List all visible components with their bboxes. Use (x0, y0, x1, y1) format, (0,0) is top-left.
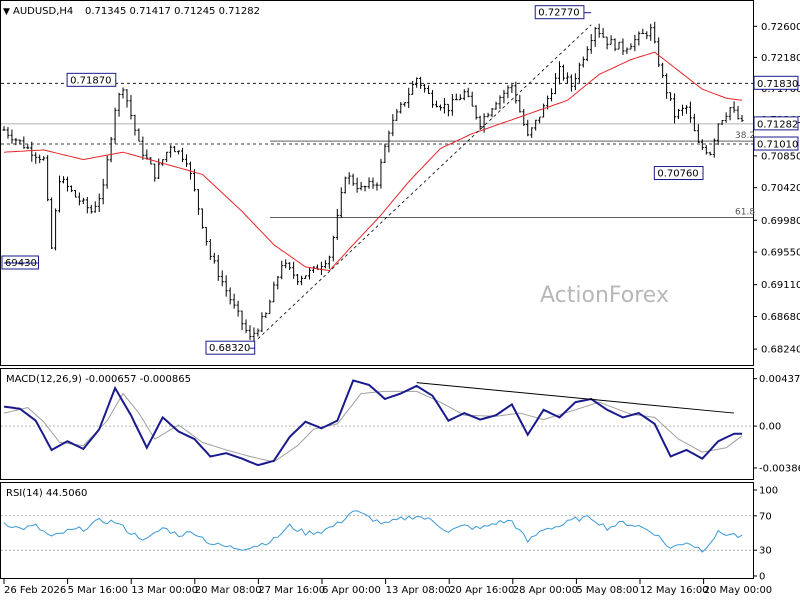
level-price-box (753, 75, 799, 90)
rsi-tick-label: 0 (759, 572, 765, 583)
swing-label: 0.68320 (209, 343, 250, 354)
rsi-title: RSI(14) 44.5060 (6, 488, 87, 499)
rsi-lines (1, 510, 753, 553)
price-y-axis: 0.726000.721800.717600.713400.708500.704… (753, 22, 800, 356)
ma-line (3, 51, 743, 272)
price-tick-label: 0.69980 (761, 216, 800, 227)
x-tick-label: 6 Apr 00:00 (322, 585, 381, 596)
price-tick-label: 0.68240 (761, 345, 800, 356)
candles (2, 21, 744, 342)
x-tick-label: 20 Apr 16:00 (449, 585, 514, 596)
x-tick-label: 13 Apr 08:00 (386, 585, 451, 596)
rsi-tick-label: 100 (759, 486, 778, 497)
x-tick-label: 28 Apr 00:00 (513, 585, 578, 596)
price-tick-label: 0.69550 (761, 248, 800, 259)
level-price-box (753, 136, 799, 151)
macd-line (3, 379, 742, 467)
level-price-label: 0.71830 (757, 79, 798, 90)
x-tick-label: 5 Mar 16:00 (68, 585, 128, 596)
price-tick-label: 0.70850 (761, 151, 800, 162)
level-price-box (753, 116, 799, 131)
x-tick-label: 20 Mar 08:00 (195, 585, 262, 596)
macd-panel-frame (0, 368, 754, 480)
x-tick-label: 5 May 08:00 (576, 585, 638, 596)
chart-collapse-icon[interactable]: ▼ (3, 7, 10, 17)
signal-line (3, 390, 743, 463)
swing-label: 0.70760 (657, 169, 698, 180)
watermark: ActionForex (540, 283, 669, 308)
uptrend-line (257, 24, 592, 340)
fib-label: 61.8 (735, 207, 755, 217)
level-price-label: 0.71010 (757, 140, 798, 151)
price-tick-label: 0.70420 (761, 183, 800, 194)
price-trendline (257, 24, 592, 340)
level-price-label: 0.71282 (757, 119, 798, 130)
rsi-panel-frame (0, 482, 754, 579)
x-tick-label: 20 May 00:00 (704, 585, 773, 596)
swing-label: 0.72770 (538, 8, 579, 19)
fib-label: 38.2 (735, 131, 755, 141)
price-levels: 38.2 61.8 (1, 82, 755, 218)
rsi-line (3, 510, 743, 553)
price-tick-label: 0.69110 (761, 280, 800, 291)
x-tick-label: 26 Feb 2026 (4, 585, 66, 596)
macd-tick-label: 0.00437 (759, 374, 800, 385)
macd-tick-label: -0.003861 (759, 463, 800, 474)
macd-title: MACD(12,26,9) -0.000657 -0.000865 (6, 374, 191, 385)
x-tick-label: 12 May 16:00 (640, 585, 709, 596)
price-tick-label: 0.68680 (761, 312, 800, 323)
x-tick-label: 13 Mar 00:00 (131, 585, 198, 596)
symbol-timeframe: AUDUSD,H4 (13, 6, 73, 17)
rsi-y-axis: 100 70 30 0 (753, 486, 778, 583)
ohlc-values: 0.71345 0.71417 0.71245 0.71282 (85, 6, 260, 17)
swing-label: 0.71870 (70, 75, 111, 86)
macd-lines (1, 379, 753, 467)
moving-average-line (3, 51, 743, 272)
rsi-tick-label: 70 (759, 511, 772, 522)
price-tick-label: 0.72600 (761, 22, 800, 33)
rsi-tick-label: 30 (759, 546, 772, 557)
macd-trendline (416, 382, 735, 414)
macd-y-axis: 0.00437 0.00 -0.003861 (753, 374, 800, 474)
x-tick-label: 27 Mar 16:00 (258, 585, 325, 596)
macd-tick-label: 0.00 (759, 422, 781, 433)
price-tick-label: 0.72180 (761, 53, 800, 64)
